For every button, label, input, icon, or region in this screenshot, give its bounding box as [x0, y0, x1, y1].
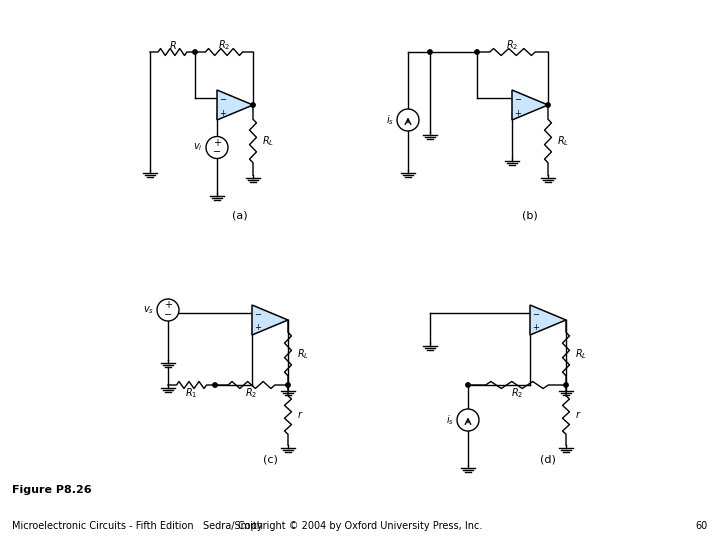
Polygon shape	[217, 90, 253, 120]
Text: Microelectronic Circuits - Fifth Edition   Sedra/Smith: Microelectronic Circuits - Fifth Edition…	[12, 521, 263, 531]
Circle shape	[157, 299, 179, 321]
Text: Figure P8.26: Figure P8.26	[12, 485, 91, 495]
Text: $+$: $+$	[254, 322, 262, 333]
Text: $-$: $-$	[254, 308, 262, 317]
Circle shape	[428, 50, 432, 54]
Circle shape	[457, 409, 479, 431]
Text: $i_s$: $i_s$	[386, 113, 394, 127]
Text: (b): (b)	[522, 210, 538, 220]
Text: $R_L$: $R_L$	[262, 134, 274, 148]
Polygon shape	[512, 90, 548, 120]
Circle shape	[286, 383, 290, 387]
Text: (a): (a)	[232, 210, 248, 220]
Text: $+$: $+$	[219, 107, 227, 118]
Circle shape	[564, 383, 568, 387]
Text: +: +	[213, 138, 221, 147]
Text: $-$: $-$	[219, 93, 227, 102]
Text: $i_s$: $i_s$	[446, 413, 454, 427]
Text: $-$: $-$	[514, 93, 522, 102]
Text: (d): (d)	[540, 455, 556, 465]
Text: 60: 60	[696, 521, 708, 531]
Circle shape	[251, 103, 255, 107]
Text: $+$: $+$	[532, 322, 540, 333]
Circle shape	[397, 109, 419, 131]
Circle shape	[213, 383, 217, 387]
Text: $r$: $r$	[575, 409, 582, 421]
Text: $v_s$: $v_s$	[143, 304, 154, 316]
Text: Copyright © 2004 by Oxford University Press, Inc.: Copyright © 2004 by Oxford University Pr…	[238, 521, 482, 531]
Circle shape	[206, 137, 228, 159]
Text: $R_2$: $R_2$	[510, 386, 523, 400]
Circle shape	[193, 50, 197, 54]
Text: $R$: $R$	[168, 39, 176, 51]
Text: $R_2$: $R_2$	[246, 386, 258, 400]
Polygon shape	[252, 305, 288, 335]
Text: $+$: $+$	[514, 107, 522, 118]
Circle shape	[546, 103, 550, 107]
Text: (c): (c)	[263, 455, 277, 465]
Circle shape	[474, 50, 480, 54]
Polygon shape	[530, 305, 566, 335]
Circle shape	[466, 383, 470, 387]
Text: $v_i$: $v_i$	[194, 141, 203, 153]
Text: $R_2$: $R_2$	[218, 38, 230, 52]
Text: $R_1$: $R_1$	[185, 386, 198, 400]
Text: $r$: $r$	[297, 409, 304, 421]
Text: −: −	[164, 310, 172, 320]
Text: $R_L$: $R_L$	[557, 134, 569, 148]
Text: −: −	[213, 147, 221, 158]
Text: $R_L$: $R_L$	[575, 347, 587, 361]
Text: $R_2$: $R_2$	[506, 38, 518, 52]
Text: $-$: $-$	[532, 308, 540, 317]
Text: $R_L$: $R_L$	[297, 347, 309, 361]
Text: +: +	[164, 300, 172, 310]
